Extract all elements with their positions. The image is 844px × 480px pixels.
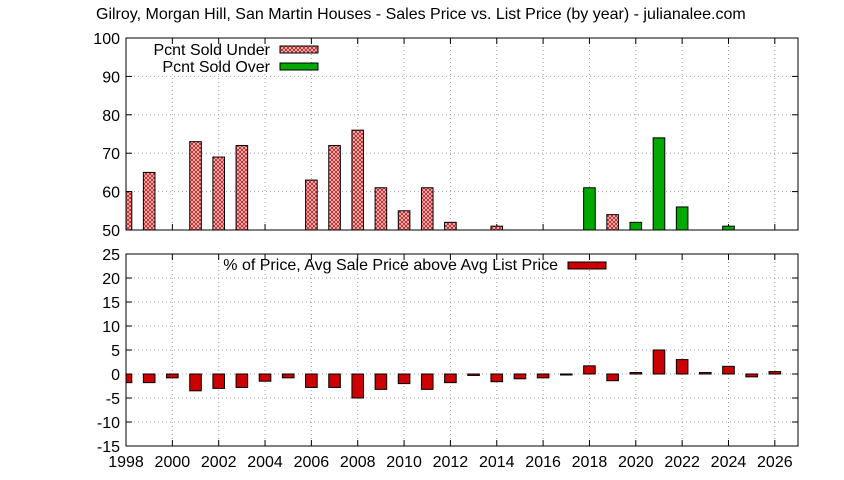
bar-avg-above-list-2017 bbox=[559, 373, 573, 376]
bar-avg-above-list-2019 bbox=[606, 373, 619, 382]
top-plot-frame bbox=[125, 37, 799, 231]
top-ytick-label: 60 bbox=[102, 185, 120, 202]
bar-avg-above-list-2007 bbox=[328, 373, 341, 388]
x-tick-label: 2010 bbox=[386, 454, 422, 471]
bottom-plot-frame bbox=[125, 253, 799, 447]
x-tick-label: 2018 bbox=[572, 454, 608, 471]
legend-label-sold-under: Pcnt Sold Under bbox=[153, 42, 270, 59]
bottom-ytick-label: -10 bbox=[97, 415, 120, 432]
bar-avg-above-list-2013 bbox=[467, 373, 480, 376]
x-tick-label: 2026 bbox=[757, 454, 793, 471]
bar-sold-under-2001 bbox=[189, 141, 202, 231]
bottom-ytick-label: 25 bbox=[102, 247, 120, 264]
bar-sold-under-2011 bbox=[420, 187, 434, 231]
bar-avg-above-list-2008 bbox=[351, 373, 365, 399]
bar-sold-under-2006 bbox=[305, 179, 318, 231]
bottom-ytick-label: -15 bbox=[97, 439, 120, 456]
bar-avg-above-list-2012 bbox=[444, 373, 457, 384]
bar-avg-above-list-2000 bbox=[166, 373, 179, 379]
bar-avg-above-list-2016 bbox=[536, 373, 550, 379]
top-ytick-label: 50 bbox=[102, 223, 120, 240]
bar-sold-over-2022 bbox=[675, 206, 689, 231]
bar-avg-above-list-2015 bbox=[513, 373, 527, 380]
x-tick-label: 2006 bbox=[294, 454, 330, 471]
bar-avg-above-list-2023 bbox=[699, 372, 712, 375]
bar-avg-above-list-2026 bbox=[768, 371, 782, 375]
x-tick-label: 2014 bbox=[479, 454, 515, 471]
bar-avg-above-list-2014 bbox=[490, 373, 504, 383]
bar-avg-above-list-2003 bbox=[235, 373, 249, 388]
bar-avg-above-list-2005 bbox=[281, 373, 295, 379]
top-ytick-label: 100 bbox=[93, 31, 120, 48]
bar-sold-under-2014 bbox=[490, 225, 504, 231]
bottom-ytick-label: 0 bbox=[111, 367, 120, 384]
bottom-ytick-label: -5 bbox=[106, 391, 120, 408]
bar-sold-under-2019 bbox=[606, 214, 619, 231]
top-ytick-label: 80 bbox=[102, 108, 120, 125]
bar-avg-above-list-2004 bbox=[258, 373, 272, 382]
bar-sold-under-2007 bbox=[328, 145, 341, 231]
bar-avg-above-list-2009 bbox=[374, 373, 388, 390]
bar-avg-above-list-2018 bbox=[583, 365, 596, 375]
bar-sold-under-2002 bbox=[212, 156, 225, 231]
x-tick-label: 2004 bbox=[247, 454, 283, 471]
bar-avg-above-list-2006 bbox=[305, 373, 318, 388]
x-tick-label: 2022 bbox=[664, 454, 700, 471]
bar-sold-under-1998 bbox=[125, 191, 133, 231]
top-ytick-label: 90 bbox=[102, 69, 120, 86]
legend-label-avg-above-list: % of Price, Avg Sale Price above Avg Lis… bbox=[223, 257, 558, 274]
bar-sold-over-2018 bbox=[583, 187, 596, 231]
bar-avg-above-list-2025 bbox=[745, 373, 758, 378]
bar-sold-under-2003 bbox=[235, 145, 249, 231]
bar-sold-under-1999 bbox=[142, 171, 156, 231]
bar-sold-over-2024 bbox=[722, 225, 735, 231]
bar-sold-under-2008 bbox=[351, 129, 365, 231]
bar-avg-above-list-1999 bbox=[142, 373, 156, 384]
bar-avg-above-list-2001 bbox=[189, 373, 202, 392]
bottom-panel: -15 -10 -5 0 5 10 15 20 25 1998 2000 2002 2004 2006 20… bbox=[97, 247, 799, 471]
x-tick-label: 2012 bbox=[433, 454, 469, 471]
bar-sold-over-2020 bbox=[629, 221, 643, 231]
bottom-ytick-label: 15 bbox=[102, 295, 120, 312]
x-tick-label: 2020 bbox=[618, 454, 654, 471]
legend-swatch-sold-over bbox=[279, 62, 319, 71]
bar-sold-under-2009 bbox=[374, 187, 388, 231]
bar-avg-above-list-2022 bbox=[675, 359, 689, 375]
bar-avg-above-list-2010 bbox=[397, 373, 411, 385]
legend-swatch-avg-above-list bbox=[567, 261, 607, 270]
bar-sold-under-2012 bbox=[444, 221, 457, 231]
bar-avg-above-list-2021 bbox=[652, 349, 666, 375]
bar-avg-above-list-1998 bbox=[125, 373, 133, 384]
bar-avg-above-list-2020 bbox=[629, 372, 643, 375]
bar-avg-above-list-2011 bbox=[420, 373, 434, 390]
bar-sold-over-2021 bbox=[652, 137, 666, 231]
top-ytick-label: 70 bbox=[102, 146, 120, 163]
legend-label-sold-over: Pcnt Sold Over bbox=[162, 59, 270, 76]
x-tick-label: 2024 bbox=[711, 454, 747, 471]
chart-title: Gilroy, Morgan Hill, San Martin Houses -… bbox=[96, 6, 746, 23]
bar-avg-above-list-2024 bbox=[722, 365, 735, 375]
bottom-ytick-label: 10 bbox=[102, 319, 120, 336]
x-tick-label: 2000 bbox=[155, 454, 191, 471]
legend-swatch-sold-under bbox=[279, 45, 319, 54]
x-tick-label: 1998 bbox=[108, 454, 144, 471]
x-tick-label: 2008 bbox=[340, 454, 376, 471]
x-tick-label: 2016 bbox=[525, 454, 561, 471]
bottom-ytick-label: 5 bbox=[111, 343, 120, 360]
x-tick-label: 2002 bbox=[201, 454, 237, 471]
bottom-ytick-label: 20 bbox=[102, 271, 120, 288]
bar-sold-under-2010 bbox=[397, 210, 411, 231]
bar-avg-above-list-2002 bbox=[212, 373, 225, 389]
